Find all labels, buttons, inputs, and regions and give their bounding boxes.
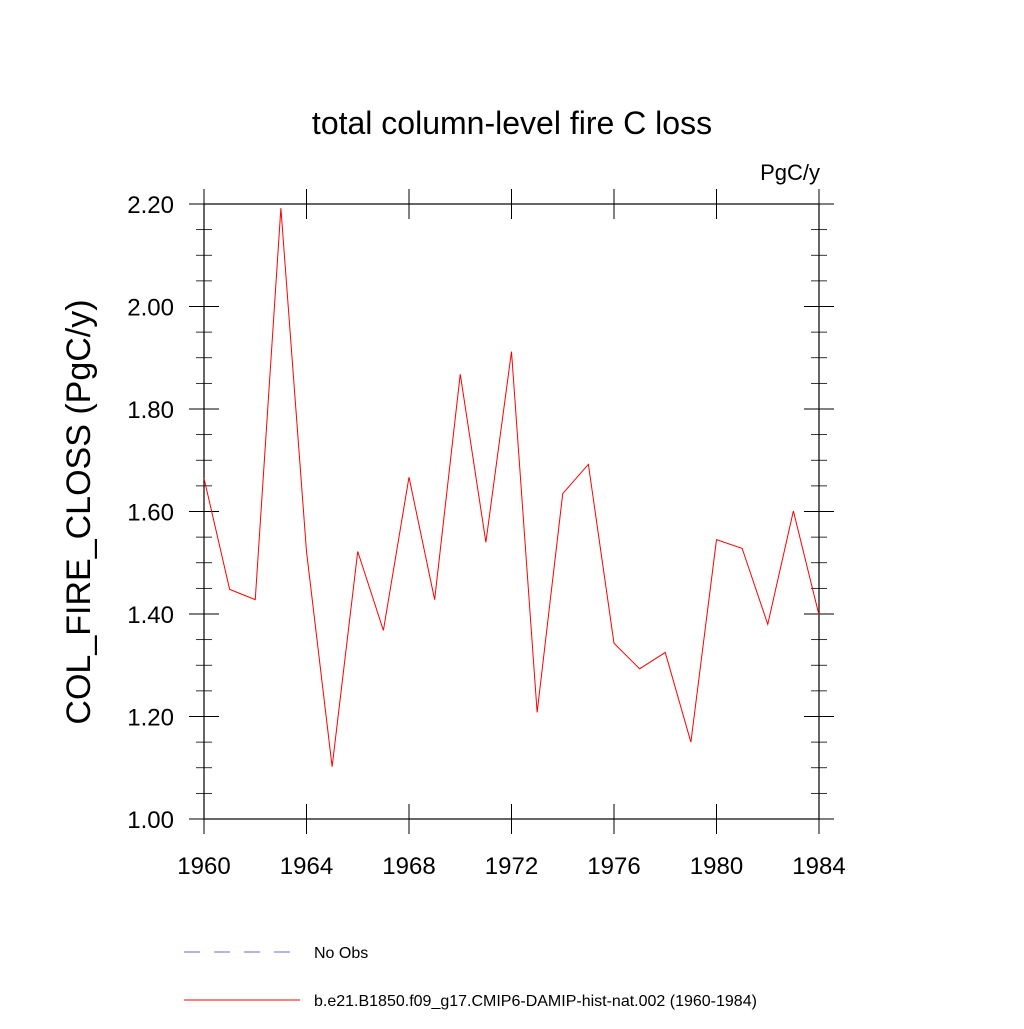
y-axis-label: COL_FIRE_CLOSS (PgC/y) <box>60 299 98 724</box>
y-tick-label: 1.40 <box>127 602 174 629</box>
y-tick-label: 2.20 <box>127 192 174 219</box>
x-tick-label: 1980 <box>690 853 743 880</box>
y-tick-label: 1.00 <box>127 807 174 834</box>
y-tick-label: 2.00 <box>127 295 174 322</box>
x-axis-ticks: 1960 1964 1968 1972 1976 1980 1984 <box>177 189 846 880</box>
x-tick-label: 1960 <box>177 853 230 880</box>
y-axis-ticks: 1.00 1.20 1.40 1.60 1.80 2.00 2.20 <box>127 192 834 834</box>
units-label: PgC/y <box>760 160 820 185</box>
chart-title: total column-level fire C loss <box>312 105 712 141</box>
plot-frame <box>203 203 820 820</box>
legend-label: b.e21.B1850.f09_g17.CMIP6-DAMIP-hist-nat… <box>314 993 757 1010</box>
series-layer <box>203 208 820 767</box>
x-tick-label: 1972 <box>485 853 538 880</box>
legend: No Obs b.e21.B1850.f09_g17.CMIP6-DAMIP-hi… <box>184 945 757 1010</box>
y-tick-label: 1.60 <box>127 500 174 527</box>
x-tick-label: 1976 <box>587 853 640 880</box>
x-tick-label: 1964 <box>280 853 333 880</box>
x-tick-label: 1984 <box>792 853 845 880</box>
legend-label: No Obs <box>314 945 368 962</box>
x-tick-label: 1968 <box>382 853 435 880</box>
y-tick-label: 1.20 <box>127 705 174 732</box>
series-line <box>203 208 820 767</box>
y-tick-label: 1.80 <box>127 397 174 424</box>
